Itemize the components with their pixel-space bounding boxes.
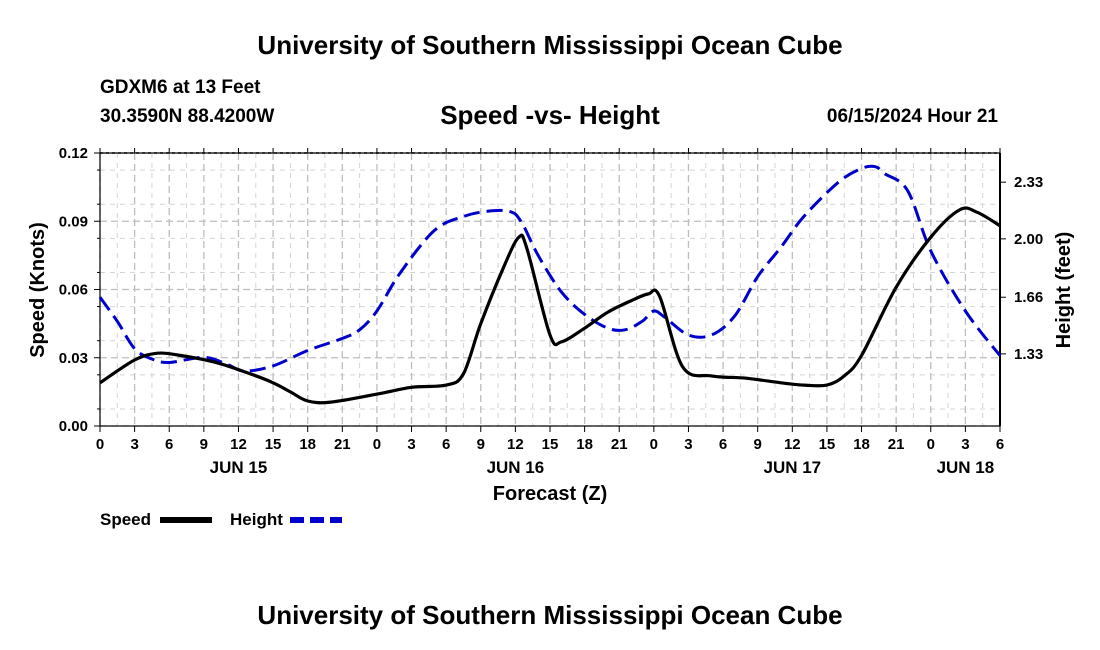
x-tick-label: 15 — [265, 436, 282, 453]
x-tick-label: 15 — [819, 436, 836, 453]
x-tick-label: 21 — [888, 436, 905, 453]
x-tick-label: 0 — [373, 436, 381, 453]
y-tick-label: 0.03 — [59, 350, 88, 367]
y-tick-label: 0.12 — [59, 145, 88, 162]
x-tick-label: 18 — [299, 436, 316, 453]
x-tick-label: 0 — [96, 436, 104, 453]
x-tick-label: 6 — [719, 436, 727, 453]
legend-height-label: Height — [230, 510, 283, 529]
day-label: JUN 16 — [487, 458, 545, 477]
x-tick-label: 21 — [611, 436, 628, 453]
x-tick-label: 6 — [165, 436, 173, 453]
speed-series-line — [99, 206, 1001, 405]
plot-subtitle: Speed -vs- Height — [440, 100, 660, 130]
x-tick-label: 0 — [650, 436, 658, 453]
day-label: JUN 15 — [210, 458, 268, 477]
x-tick-label: 3 — [407, 436, 415, 453]
x-tick-label: 12 — [230, 436, 247, 453]
y-tick-label: 0.06 — [59, 282, 88, 299]
y2-axis-label: Height (feet) — [1053, 232, 1075, 349]
x-tick-label: 18 — [576, 436, 593, 453]
y2-tick-label: 1.33 — [1014, 346, 1043, 363]
day-label: JUN 18 — [937, 458, 995, 477]
legend-speed-label: Speed — [100, 510, 151, 529]
x-tick-label: 3 — [961, 436, 969, 453]
x-axis-label: Forecast (Z) — [493, 483, 607, 505]
y2-tick-label: 1.66 — [1014, 289, 1043, 306]
footer-title: University of Southern Mississippi Ocean… — [257, 600, 843, 630]
y-tick-label: 0.09 — [59, 213, 88, 230]
x-tick-label: 18 — [853, 436, 870, 453]
y2-tick-label: 2.00 — [1014, 231, 1043, 248]
y-axis-label: Speed (Knots) — [27, 222, 49, 358]
forecast-datetime: 06/15/2024 Hour 21 — [826, 106, 998, 127]
x-tick-label: 12 — [784, 436, 801, 453]
x-tick-label: 6 — [996, 436, 1004, 453]
x-tick-label: 15 — [542, 436, 559, 453]
x-tick-label: 12 — [507, 436, 524, 453]
x-tick-label: 9 — [754, 436, 762, 453]
y2-tick-label: 2.33 — [1014, 174, 1043, 191]
day-label: JUN 17 — [763, 458, 821, 477]
station-coordinates: 30.3590N 88.4200W — [100, 106, 275, 127]
y-tick-label: 0.00 — [59, 418, 88, 435]
x-tick-label: 21 — [334, 436, 351, 453]
chart-title: University of Southern Mississippi Ocean… — [257, 30, 843, 60]
chart-area: Speed (Knots) Height (feet) Forecast (Z)… — [27, 145, 1075, 529]
x-tick-label: 9 — [477, 436, 485, 453]
x-tick-label: 9 — [200, 436, 208, 453]
station-label: GDXM6 at 13 Feet — [100, 77, 261, 98]
x-tick-label: 3 — [684, 436, 692, 453]
x-tick-label: 0 — [927, 436, 935, 453]
x-tick-label: 3 — [130, 436, 138, 453]
x-tick-label: 6 — [442, 436, 450, 453]
